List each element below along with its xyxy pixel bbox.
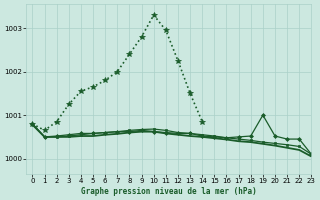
X-axis label: Graphe pression niveau de la mer (hPa): Graphe pression niveau de la mer (hPa) — [81, 187, 257, 196]
